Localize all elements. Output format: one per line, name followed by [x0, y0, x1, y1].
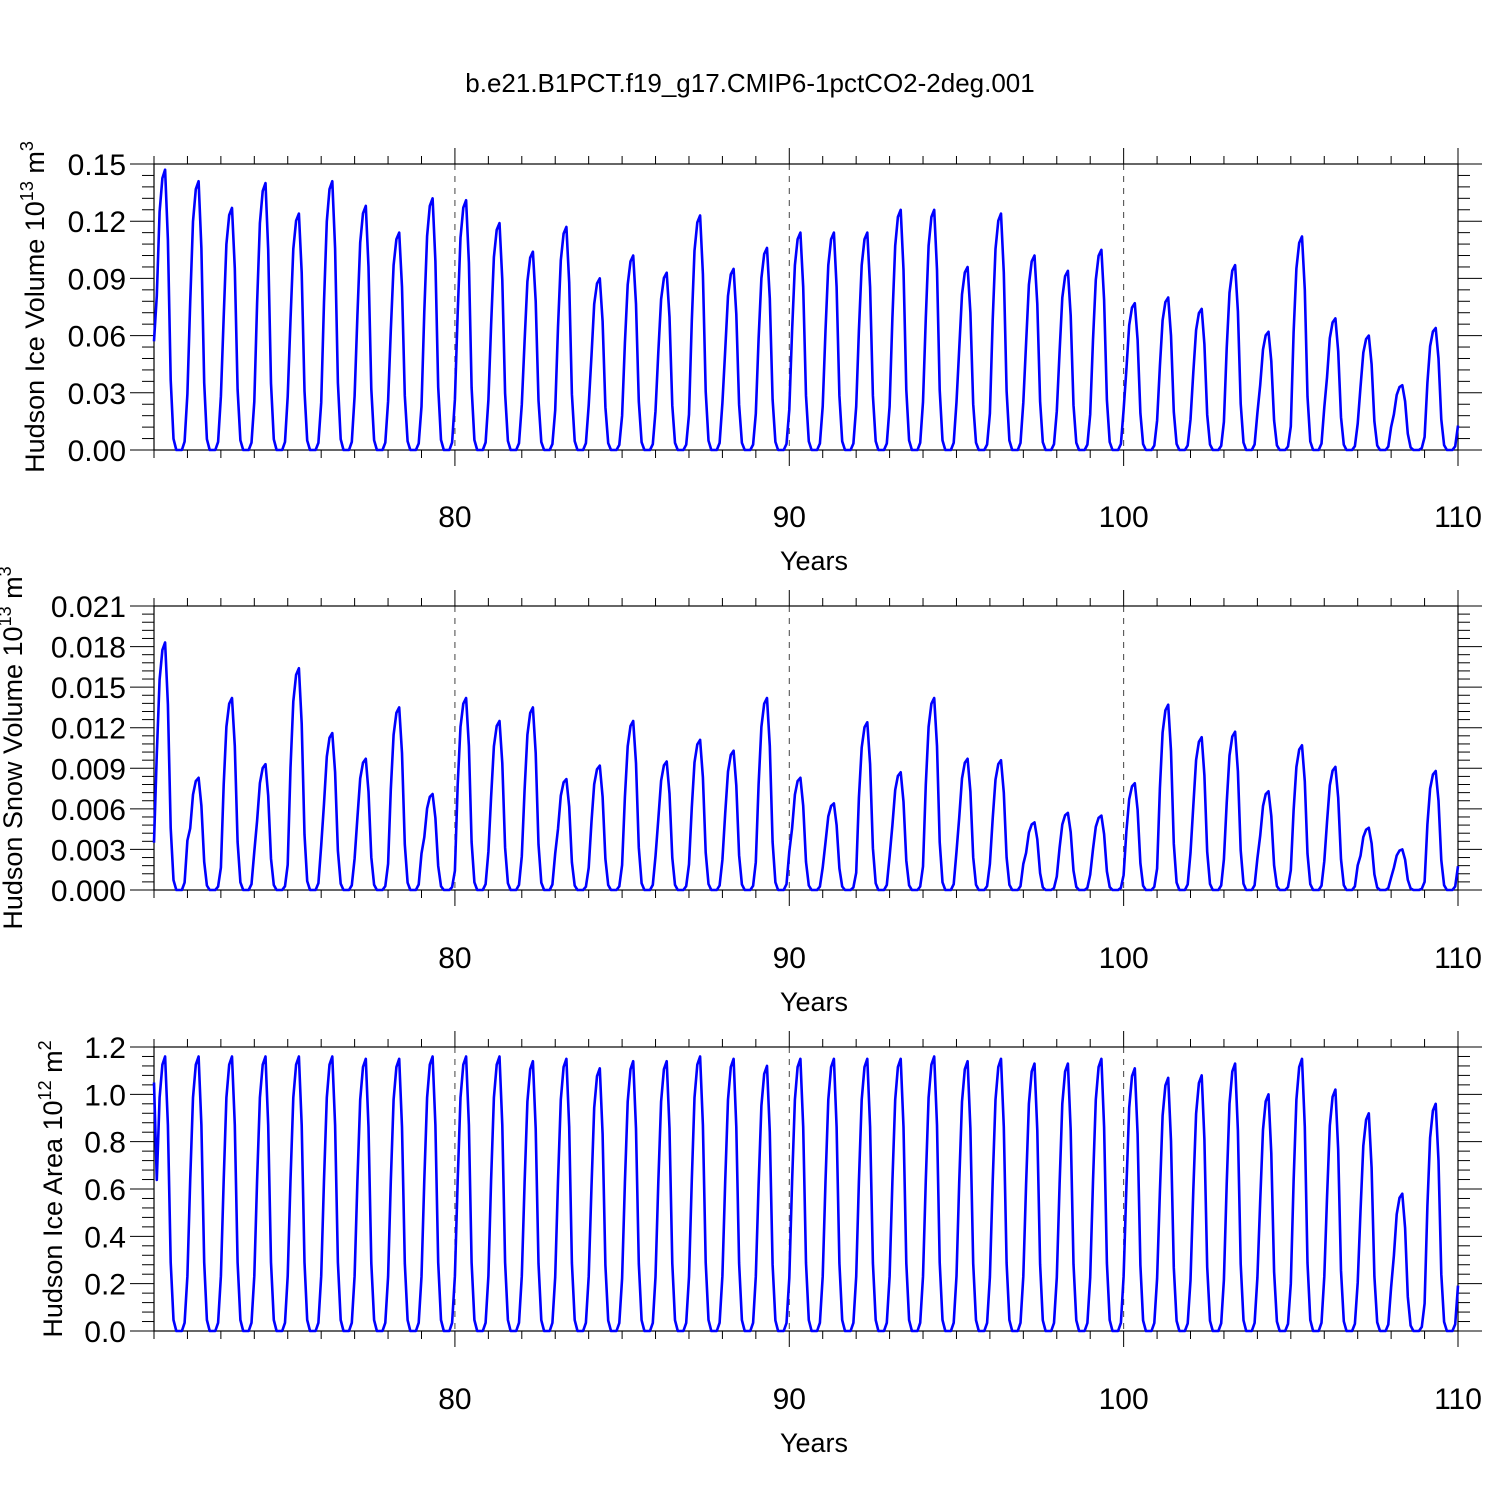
- y-tick-label: 0.6: [84, 1174, 126, 1207]
- x-tick-label: 90: [773, 942, 806, 975]
- x-tick-label: 100: [1099, 1383, 1149, 1416]
- y-tick-label: 0.000: [51, 875, 126, 908]
- x-tick-label: 110: [1434, 942, 1482, 975]
- y-axis-label: Hudson Snow Volume 1013 m3: [0, 566, 28, 929]
- x-tick-label: 110: [1434, 1383, 1482, 1416]
- x-tick-label: 90: [773, 1383, 806, 1416]
- y-tick-label: 0.015: [51, 672, 126, 705]
- panel-2: 0.000 0.003 0.006 0.009 0.012 0.015 0.018 0.021…: [0, 566, 1482, 1017]
- y-tick-label: 0.06: [68, 321, 126, 354]
- y-tick-label: 0.12: [68, 206, 126, 239]
- plot-frame: [153, 1046, 1459, 1332]
- y-tick-label: 1.2: [84, 1032, 126, 1065]
- plot-frame: [153, 163, 1459, 451]
- y-tick-label: 0.003: [51, 834, 126, 867]
- series-line: [152, 168, 1460, 452]
- y-tick-label: 0.09: [68, 263, 126, 296]
- x-tick-label: 80: [438, 1383, 471, 1416]
- y-tick-label: 0.006: [51, 794, 126, 827]
- y-tick-label: 0.00: [68, 435, 126, 468]
- y-tick-label: 0.009: [51, 753, 126, 786]
- y-tick-label: 1.0: [84, 1079, 126, 1112]
- y-tick-label: 0.021: [51, 591, 126, 624]
- y-tick-label: 0.03: [68, 378, 126, 411]
- y-tick-label: 0.018: [51, 632, 126, 665]
- x-tick-label: 100: [1099, 501, 1149, 534]
- x-tick-label: 80: [438, 501, 471, 534]
- x-tick-label: 80: [438, 942, 471, 975]
- panel-3: 0.0 0.2 0.4 0.6 0.8 1.0 1.2 80 90 100 110 Years Huds…: [35, 1031, 1482, 1458]
- plot-frame: [153, 605, 1459, 891]
- x-axis-label: Years: [780, 1428, 848, 1458]
- x-tick-label: 100: [1099, 942, 1149, 975]
- x-axis-label: Years: [780, 546, 848, 576]
- x-axis-label: Years: [780, 987, 848, 1017]
- y-axis-label: Hudson Ice Area 1012 m2: [35, 1040, 68, 1337]
- series-line: [152, 641, 1460, 892]
- x-tick-label: 90: [773, 501, 806, 534]
- x-tick-label: 110: [1434, 501, 1482, 534]
- y-tick-label: 0.012: [51, 713, 126, 746]
- y-tick-label: 0.0: [84, 1316, 126, 1349]
- series-line: [152, 1055, 1460, 1333]
- y-tick-label: 0.2: [84, 1269, 126, 1302]
- y-tick-label: 0.4: [84, 1221, 126, 1254]
- y-axis-label: Hudson Ice Volume 1013 m3: [17, 141, 50, 473]
- chart-title: b.e21.B1PCT.f19_g17.CMIP6-1pctCO2-2deg.0…: [465, 68, 1034, 98]
- panel-1: 0.00 0.03 0.06 0.09 0.12 0.15 80 90 100 110 Years H…: [17, 141, 1482, 576]
- y-tick-label: 0.8: [84, 1127, 126, 1160]
- y-tick-label: 0.15: [68, 149, 126, 182]
